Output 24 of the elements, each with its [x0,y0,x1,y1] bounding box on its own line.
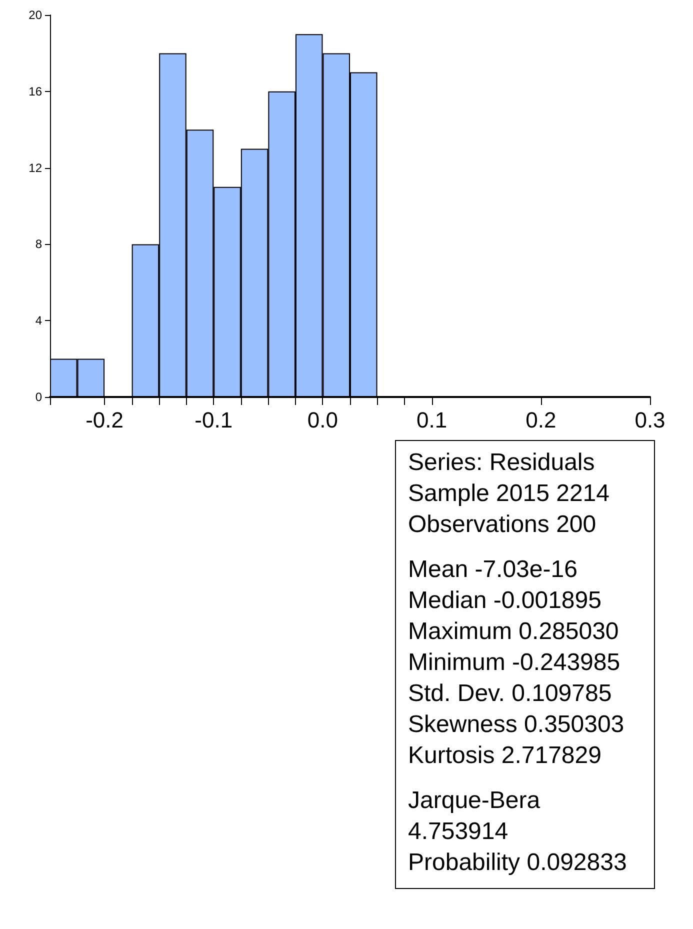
text: Minimum -0.243985 [408,648,622,678]
y-tick-label: 4 [35,314,42,328]
text: Mean -7.03e-16 [408,555,578,585]
x-tick-label: 0.0 [307,408,338,432]
x-tick-label: 0.1 [416,408,448,432]
text: Kurtosis 2.717829 [408,741,602,771]
text: Maximum 0.285030 [408,617,620,647]
text: Series: Residuals [408,448,596,478]
x-tick-label: 0.2 [526,408,556,432]
text: Skewness 0.350303 [408,710,626,740]
text: Sample 2015 2214 [408,479,610,509]
y-tick-label: 8 [35,237,42,252]
y-tick-label: 20 [28,8,42,22]
y-tick-label: 0 [35,390,42,404]
x-tick-label: -0.2 [86,408,124,432]
text: Std. Dev. 0.109785 [408,679,613,709]
text: Median -0.001895 [408,586,602,616]
text: Probability 0.092833 [408,848,628,878]
y-tick-label: 12 [28,160,42,175]
x-tick-label: 0.3 [634,408,666,432]
x-tick-label: -0.1 [194,408,233,432]
text: Observations 200 [408,510,598,540]
y-tick-label: 16 [28,84,42,98]
text: Jarque-Bera 4.753914 [408,786,542,847]
